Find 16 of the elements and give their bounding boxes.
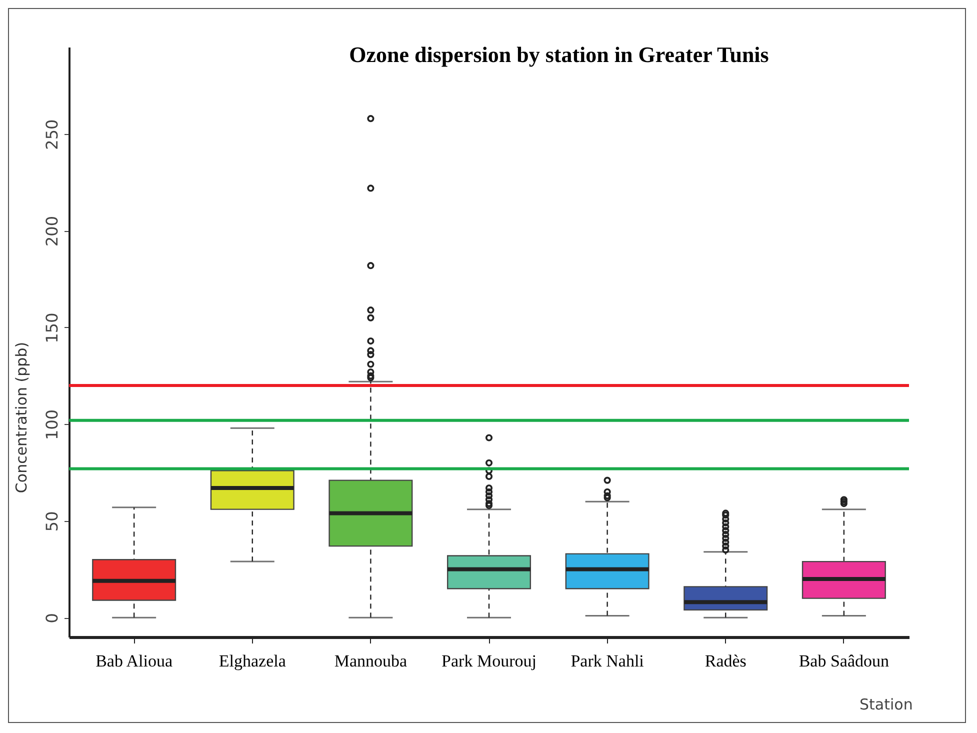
- chart-title: Ozone dispersion by station in Greater Tunis: [349, 42, 770, 67]
- y-tick-label: 100: [42, 409, 62, 440]
- x-tick-label: Bab Alioua: [96, 652, 174, 670]
- y-tick-label: 150: [42, 312, 62, 344]
- x-tick-label: Park Mourouj: [442, 652, 536, 670]
- x-tick-label: Bab Saâdoun: [798, 652, 890, 670]
- x-tick-label: Elghazela: [218, 652, 286, 670]
- y-tick-label: 0: [42, 613, 62, 624]
- y-tick-label: 200: [42, 216, 62, 247]
- x-tick-label: Radès: [704, 652, 746, 670]
- x-tick-label: Mannouba: [334, 652, 408, 670]
- x-axis-title: Station: [860, 696, 913, 714]
- y-axis-title: Concentration (ppb): [12, 342, 30, 494]
- x-tick-label: Park Nahli: [570, 652, 644, 670]
- y-tick-label: 50: [42, 511, 62, 532]
- y-tick-label: 250: [42, 119, 62, 150]
